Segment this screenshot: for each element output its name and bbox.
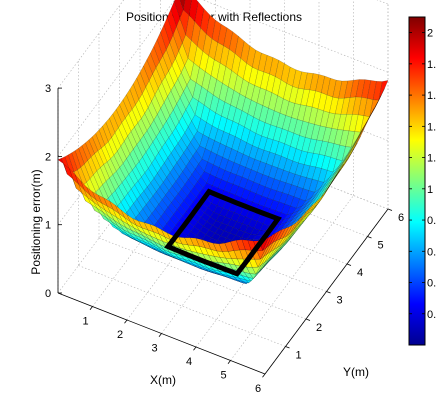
colorbar-tick-label: 0.4 bbox=[427, 278, 436, 290]
x-tick-label: 6 bbox=[255, 383, 261, 395]
y-tick-label: 6 bbox=[398, 212, 404, 224]
x-tick-label: 5 bbox=[220, 370, 226, 382]
z-axis-label: Positioning error(m) bbox=[29, 169, 43, 274]
x-tick-mark bbox=[193, 346, 197, 351]
y-tick-label: 2 bbox=[316, 322, 322, 334]
colorbar-tick-label: 0.2 bbox=[427, 309, 436, 321]
x-tick-mark bbox=[227, 360, 231, 365]
z-tick-label: 3 bbox=[45, 83, 51, 95]
grid-line bbox=[230, 195, 354, 361]
y-tick-label: 1 bbox=[295, 350, 301, 362]
x-tick-label: 2 bbox=[117, 329, 123, 341]
axes: 1 2 3 4 5 6 1 2 3 4 5 6 0 1 2 3 bbox=[45, 83, 404, 395]
error-surface bbox=[57, 0, 389, 284]
square-annotation bbox=[164, 188, 282, 277]
y-tick-mark bbox=[326, 291, 331, 294]
y-tick-label: 5 bbox=[377, 240, 383, 252]
x-tick-label: 4 bbox=[186, 356, 192, 368]
colorbar-tick-label: 1.4 bbox=[427, 121, 436, 133]
x-tick-label: 1 bbox=[82, 316, 88, 328]
y-tick-mark bbox=[367, 236, 372, 239]
colorbar-tick-label: 0.8 bbox=[427, 215, 436, 227]
y-tick-label: 3 bbox=[336, 295, 342, 307]
x-tick-label: 3 bbox=[151, 343, 157, 355]
colorbar-gradient bbox=[408, 16, 426, 346]
grid-line bbox=[57, 0, 125, 89]
y-tick-mark bbox=[285, 346, 290, 349]
z-tick-label: 2 bbox=[45, 151, 51, 163]
colorbar-tick-label: 0.6 bbox=[427, 246, 436, 258]
z-tick-label: 1 bbox=[45, 220, 51, 232]
colorbar-ticks: 0.2 0.4 0.6 0.8 1 1.2 1.4 1.6 1.8 2 bbox=[409, 28, 436, 321]
y-tick-label: 4 bbox=[357, 267, 363, 279]
y-tick-mark bbox=[305, 318, 311, 321]
x-tick-mark bbox=[124, 319, 128, 324]
colorbar-tick-label: 1 bbox=[427, 184, 433, 196]
x-tick-mark bbox=[89, 306, 93, 311]
colorbar: 0.2 0.4 0.6 0.8 1 1.2 1.4 1.6 1.8 2 bbox=[408, 16, 436, 346]
x-tick-mark bbox=[158, 333, 162, 338]
grid-line bbox=[78, 265, 286, 347]
colorbar-tick-label: 1.8 bbox=[427, 59, 436, 71]
y-tick-mark bbox=[346, 263, 352, 266]
x-axis-label: X(m) bbox=[150, 373, 176, 387]
y-tick-mark bbox=[387, 208, 393, 211]
y-axis-label: Y(m) bbox=[343, 365, 369, 379]
z-tick-label: 0 bbox=[45, 288, 51, 300]
colorbar-tick-label: 1.6 bbox=[427, 90, 436, 102]
colorbar-tick-label: 2 bbox=[427, 28, 433, 40]
colorbar-tick-label: 1.2 bbox=[427, 153, 436, 165]
annotation-square bbox=[164, 188, 282, 277]
x-tick-mark bbox=[262, 373, 266, 378]
